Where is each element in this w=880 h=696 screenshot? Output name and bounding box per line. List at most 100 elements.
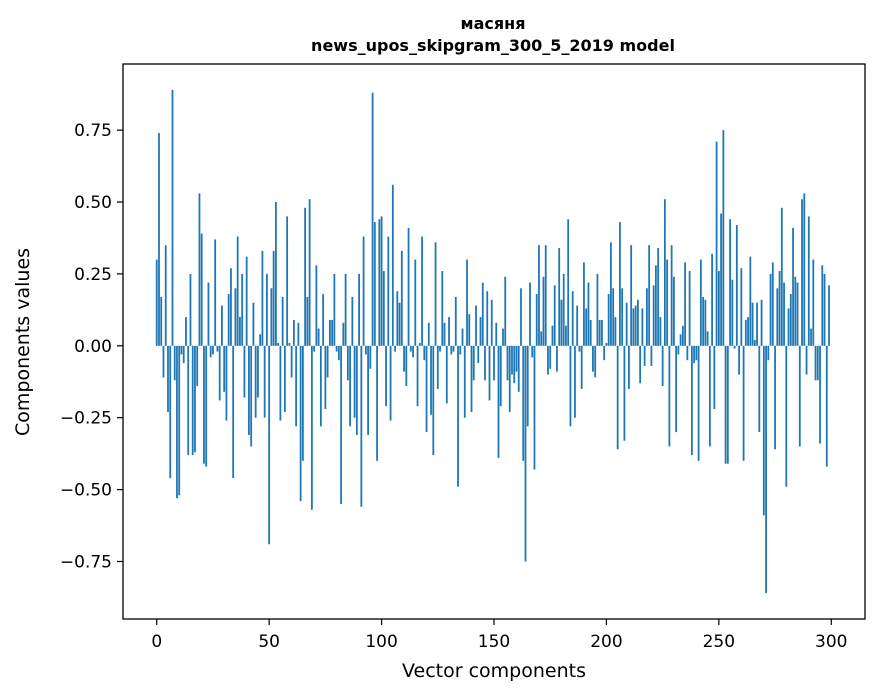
bar: [628, 345, 630, 389]
bar: [744, 319, 747, 346]
bar: [610, 242, 612, 346]
bar: [468, 314, 471, 346]
bar: [652, 285, 655, 346]
bar: [319, 345, 322, 427]
bar: [164, 245, 167, 346]
bar: [816, 345, 819, 381]
bar: [232, 345, 235, 479]
bar: [544, 245, 547, 346]
bar: [369, 345, 372, 369]
bar: [711, 253, 713, 346]
bar: [695, 345, 698, 361]
bar: [646, 288, 648, 346]
bar: [472, 345, 475, 381]
bar: [425, 345, 428, 433]
bar: [553, 285, 556, 346]
bar: [585, 308, 588, 346]
bar: [735, 225, 738, 346]
bar: [715, 141, 718, 346]
x-tick-label: 150: [478, 632, 510, 652]
bar: [439, 345, 441, 352]
bar: [798, 345, 801, 447]
bar: [317, 328, 320, 346]
bar: [283, 345, 286, 412]
bar: [726, 345, 729, 464]
bar: [632, 308, 635, 346]
bar: [270, 288, 273, 346]
chart-title-line-2: news_upos_skipgram_300_5_2019 model: [311, 36, 675, 55]
bar: [668, 345, 671, 447]
bar: [308, 199, 311, 346]
bar: [587, 282, 590, 346]
bar: [558, 248, 561, 346]
bar: [257, 345, 259, 398]
bar: [594, 345, 597, 378]
bar: [801, 199, 803, 346]
bar: [486, 291, 489, 346]
bar: [578, 345, 581, 352]
bar: [621, 288, 624, 346]
bar: [200, 233, 203, 346]
bar: [688, 271, 691, 346]
bar: [396, 291, 399, 346]
bar: [722, 130, 725, 346]
bar: [493, 345, 495, 381]
bar: [259, 334, 262, 346]
bar: [663, 199, 666, 346]
bar: [452, 345, 455, 352]
bar: [241, 273, 244, 346]
bar: [686, 345, 689, 361]
bar: [657, 248, 660, 346]
bar: [288, 342, 291, 346]
bar: [769, 273, 772, 346]
bar: [542, 276, 545, 346]
bar: [699, 259, 702, 346]
bar: [637, 299, 639, 346]
chart-title-line-1: масяня: [461, 14, 526, 33]
bar: [747, 317, 749, 346]
bar: [418, 342, 421, 346]
bar: [767, 345, 770, 361]
bar: [619, 222, 621, 346]
bar: [450, 345, 453, 355]
bar: [191, 345, 194, 456]
bar: [508, 345, 511, 412]
bar: [421, 236, 423, 346]
bar: [520, 288, 522, 346]
bar: [196, 345, 199, 387]
x-tick-label: 0: [151, 632, 162, 652]
bar: [704, 299, 707, 346]
x-axis-label: Vector components: [402, 660, 586, 682]
bar: [522, 345, 525, 461]
bar: [648, 245, 651, 346]
bar: [565, 325, 567, 346]
bar: [771, 262, 774, 346]
bar: [475, 305, 477, 346]
bar: [326, 345, 329, 378]
bar: [358, 273, 360, 346]
bar: [281, 296, 284, 346]
bar: [290, 345, 293, 378]
bar: [275, 202, 277, 346]
bar: [625, 302, 628, 346]
y-tick-label: −0.25: [60, 409, 112, 429]
bar: [292, 319, 295, 346]
bar: [742, 345, 745, 461]
bar: [515, 345, 518, 372]
bar: [324, 345, 327, 410]
bar: [178, 345, 181, 496]
bar: [547, 345, 549, 375]
bar: [616, 345, 619, 450]
bar: [221, 305, 223, 346]
bar: [580, 345, 583, 389]
bars-group: [155, 89, 830, 594]
x-tick-label: 300: [815, 632, 847, 652]
bar: [335, 345, 338, 352]
bar: [526, 345, 529, 427]
bar: [436, 345, 439, 389]
y-tick-label: 0.00: [74, 337, 112, 357]
bar: [389, 345, 392, 421]
bar: [787, 308, 790, 346]
bar: [603, 345, 606, 361]
